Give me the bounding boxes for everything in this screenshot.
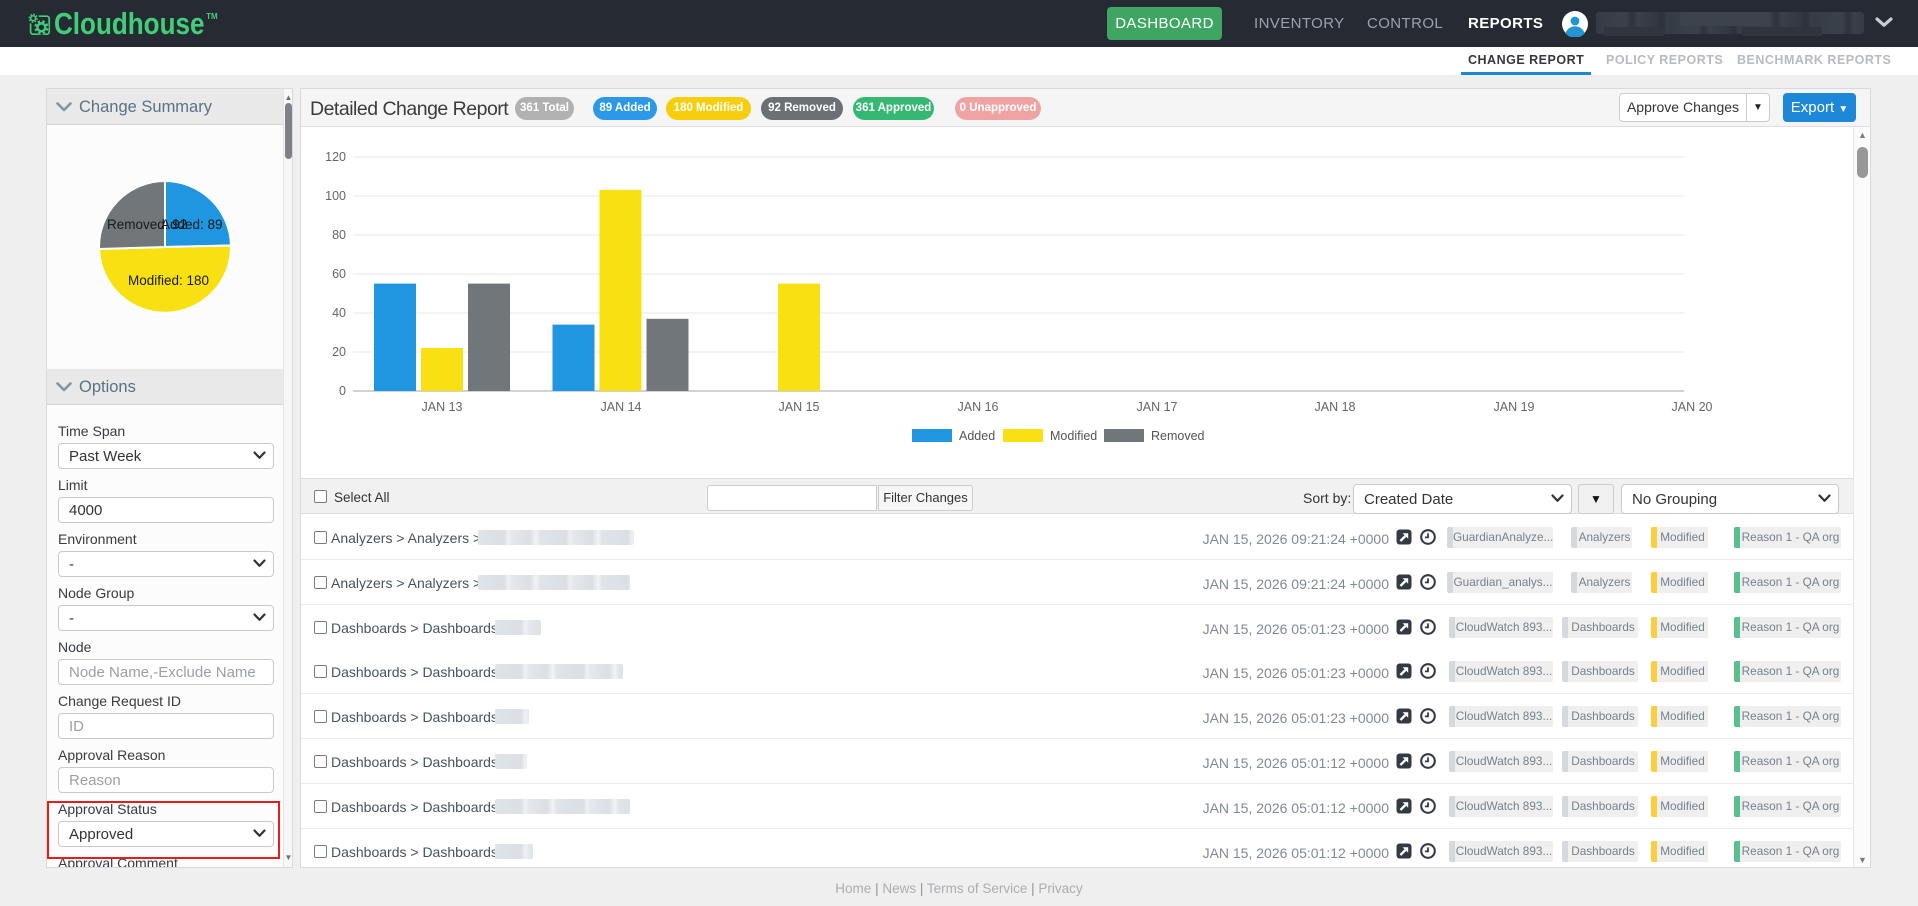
svg-text:40: 40 — [332, 306, 346, 320]
svg-text:JAN 16: JAN 16 — [958, 400, 999, 414]
svg-text:JAN 14: JAN 14 — [601, 400, 642, 414]
svg-text:120: 120 — [325, 150, 346, 164]
svg-text:Modified: Modified — [1050, 429, 1097, 443]
svg-text:0: 0 — [339, 384, 346, 398]
svg-text:JAN 13: JAN 13 — [422, 400, 463, 414]
svg-text:Removed: 92: Removed: 92 — [107, 217, 187, 232]
svg-text:JAN 19: JAN 19 — [1494, 400, 1535, 414]
svg-text:Removed: Removed — [1151, 429, 1205, 443]
svg-text:JAN 17: JAN 17 — [1137, 400, 1178, 414]
svg-text:JAN 15: JAN 15 — [779, 400, 820, 414]
svg-text:JAN 20: JAN 20 — [1672, 400, 1713, 414]
svg-text:Added: Added — [959, 429, 995, 443]
svg-text:20: 20 — [332, 345, 346, 359]
svg-text:Added: 89: Added: 89 — [161, 217, 223, 232]
svg-text:Modified: 180: Modified: 180 — [128, 273, 209, 288]
svg-text:JAN 18: JAN 18 — [1315, 400, 1356, 414]
svg-text:60: 60 — [332, 267, 346, 281]
svg-text:80: 80 — [332, 228, 346, 242]
svg-text:100: 100 — [325, 189, 346, 203]
